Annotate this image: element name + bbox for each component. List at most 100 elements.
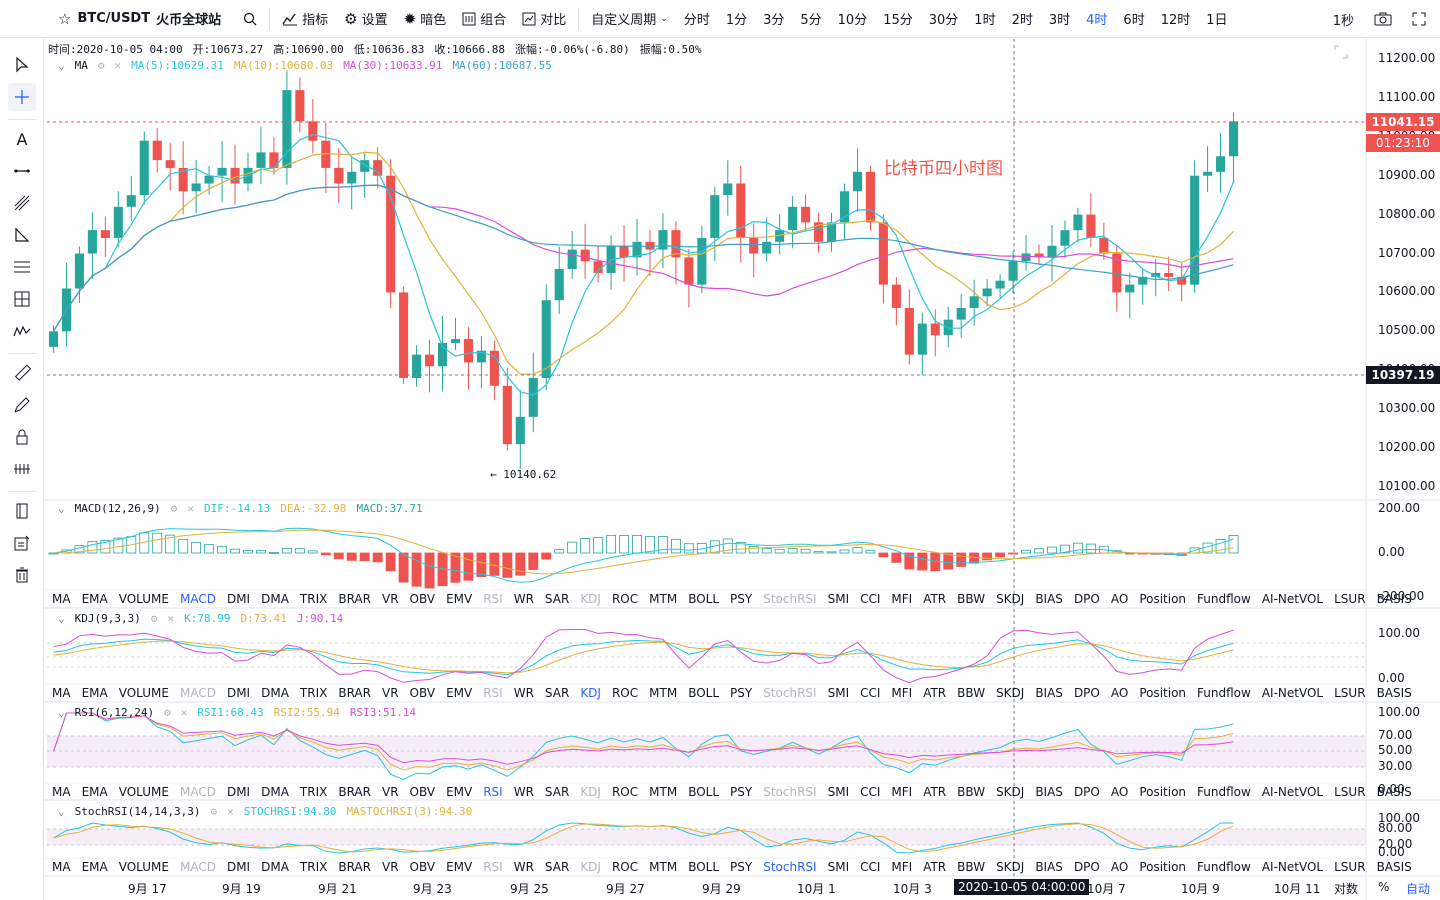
indicator-tab-ema[interactable]: EMA	[81, 860, 108, 874]
indicator-tab-wr[interactable]: WR	[513, 592, 534, 606]
indicator-tab-cci[interactable]: CCI	[860, 592, 881, 606]
indicator-tab-sar[interactable]: SAR	[544, 592, 570, 606]
indicator-tab-dmi[interactable]: DMI	[226, 592, 251, 606]
indicator-tab-wr[interactable]: WR	[513, 686, 534, 700]
close-icon[interactable]: ✕	[180, 706, 188, 719]
text-tool[interactable]: A	[8, 125, 36, 153]
indicator-tab-bias[interactable]: BIAS	[1035, 785, 1063, 799]
settings-icon[interactable]: ⚙	[97, 59, 105, 72]
indicator-tab-mfi[interactable]: MFI	[891, 592, 913, 606]
indicator-tab-roc[interactable]: ROC	[611, 592, 639, 606]
indicator-tab-ma[interactable]: MA	[52, 686, 71, 700]
indicator-tab-brar[interactable]: BRAR	[338, 592, 371, 606]
auto-scale-toggle[interactable]: 自动	[1406, 882, 1431, 896]
indicator-tab-ao[interactable]: AO	[1110, 860, 1129, 874]
indicator-tab-bbw[interactable]: BBW	[957, 592, 986, 606]
ruler-tool[interactable]	[8, 359, 36, 387]
indicator-tab-bbw[interactable]: BBW	[957, 785, 986, 799]
indicator-tab-trix[interactable]: TRIX	[299, 785, 328, 799]
indicator-tab-smi[interactable]: SMI	[827, 592, 850, 606]
indicator-tab-trix[interactable]: TRIX	[299, 686, 328, 700]
indicator-tab-dmi[interactable]: DMI	[226, 785, 251, 799]
indicator-tab-dpo[interactable]: DPO	[1073, 686, 1100, 700]
indicator-tab-smi[interactable]: SMI	[827, 785, 850, 799]
indicator-tab-ai-netvol[interactable]: AI-NetVOL	[1261, 592, 1324, 606]
period-9[interactable]: 3时	[1048, 13, 1071, 28]
indicator-tab-kdj[interactable]: KDJ	[580, 686, 601, 700]
indicator-tab-skdj[interactable]: SKDJ	[996, 860, 1025, 874]
indicator-tab-ao[interactable]: AO	[1110, 592, 1129, 606]
indicator-tab-vr[interactable]: VR	[381, 592, 399, 606]
indicator-tab-dma[interactable]: DMA	[261, 686, 289, 700]
close-icon[interactable]: ✕	[227, 805, 234, 818]
indicator-tab-basis[interactable]: BASIS	[1376, 860, 1412, 874]
indicator-tab-smi[interactable]: SMI	[827, 686, 850, 700]
indicator-tab-ema[interactable]: EMA	[81, 592, 108, 606]
indicator-tab-position[interactable]: Position	[1139, 860, 1187, 874]
indicator-tab-ma[interactable]: MA	[52, 860, 71, 874]
collapse-icon[interactable]: ⌄	[58, 612, 65, 625]
indicator-tab-volume[interactable]: VOLUME	[118, 785, 169, 799]
indicator-tab-cci[interactable]: CCI	[860, 785, 881, 799]
delete-drawings-tool[interactable]	[8, 561, 36, 589]
indicator-tab-dmi[interactable]: DMI	[226, 686, 251, 700]
countdown-toggle[interactable]: 1秒	[1325, 0, 1362, 38]
combine-button[interactable]: 组合	[454, 0, 514, 37]
indicator-tab-basis[interactable]: BASIS	[1376, 686, 1412, 700]
period-13[interactable]: 1日	[1206, 13, 1228, 28]
triangle-tool[interactable]	[8, 221, 36, 249]
edit-layers-tool[interactable]	[8, 529, 36, 557]
settings-button[interactable]: ⚙ 设置	[336, 0, 395, 37]
indicator-tab-macd[interactable]: MACD	[179, 686, 216, 700]
indicator-tab-brar[interactable]: BRAR	[338, 785, 371, 799]
indicator-tab-position[interactable]: Position	[1139, 785, 1187, 799]
indicator-tab-skdj[interactable]: SKDJ	[996, 686, 1025, 700]
indicator-tab-wr[interactable]: WR	[513, 860, 534, 874]
indicator-tab-macd[interactable]: MACD	[179, 592, 216, 606]
indicator-tab-sar[interactable]: SAR	[544, 860, 570, 874]
horizontal-line-tool[interactable]	[8, 157, 36, 185]
pattern-tool[interactable]	[8, 317, 36, 345]
indicator-tab-lsur[interactable]: LSUR	[1334, 686, 1366, 700]
indicator-tab-kdj[interactable]: KDJ	[580, 860, 601, 874]
hide-drawings-tool[interactable]	[8, 455, 36, 483]
indicator-tab-stochrsi[interactable]: StochRSI	[763, 785, 817, 799]
indicator-tab-fundflow[interactable]: Fundflow	[1197, 785, 1251, 799]
compare-button[interactable]: 对比	[514, 0, 574, 37]
indicator-tab-mfi[interactable]: MFI	[891, 785, 913, 799]
period-4[interactable]: 10分	[837, 13, 868, 28]
settings-icon[interactable]: ⚙	[170, 502, 178, 515]
period-3[interactable]: 5分	[800, 13, 822, 28]
period-7[interactable]: 1时	[974, 13, 996, 28]
period-6[interactable]: 30分	[928, 13, 959, 28]
indicator-tab-emv[interactable]: EMV	[446, 860, 473, 874]
screenshot-button[interactable]	[1366, 0, 1400, 38]
indicator-tab-mfi[interactable]: MFI	[891, 860, 913, 874]
indicator-tab-bbw[interactable]: BBW	[957, 686, 986, 700]
period-8[interactable]: 2时	[1011, 13, 1033, 28]
template-tool[interactable]	[8, 497, 36, 525]
close-icon[interactable]: ✕	[187, 502, 194, 515]
indicator-tab-roc[interactable]: ROC	[611, 686, 639, 700]
indicator-tab-stochrsi[interactable]: StochRSI	[763, 686, 817, 700]
indicator-tab-vr[interactable]: VR	[381, 785, 399, 799]
indicator-tab-vr[interactable]: VR	[381, 860, 399, 874]
indicator-tab-mtm[interactable]: MTM	[649, 686, 678, 700]
collapse-icon[interactable]: ⌄	[58, 706, 65, 719]
indicator-tab-trix[interactable]: TRIX	[299, 860, 328, 874]
indicator-tab-boll[interactable]: BOLL	[688, 860, 720, 874]
indicator-tab-ema[interactable]: EMA	[81, 686, 108, 700]
fibonacci-tool[interactable]	[8, 189, 36, 217]
indicator-tab-wr[interactable]: WR	[513, 785, 534, 799]
indicator-tab-dma[interactable]: DMA	[261, 592, 289, 606]
expand-pane-button[interactable]	[1334, 45, 1348, 62]
settings-icon[interactable]: ⚙	[164, 706, 171, 719]
indicator-tab-basis[interactable]: BASIS	[1376, 592, 1412, 606]
measure-tool[interactable]	[8, 285, 36, 313]
indicator-tab-cci[interactable]: CCI	[860, 860, 881, 874]
period-11[interactable]: 6时	[1123, 13, 1145, 28]
theme-button[interactable]: ✹ 暗色	[396, 0, 455, 37]
indicator-tab-skdj[interactable]: SKDJ	[996, 785, 1025, 799]
indicator-tab-stochrsi[interactable]: StochRSI	[763, 592, 817, 606]
indicator-tab-basis[interactable]: BASIS	[1376, 785, 1412, 799]
